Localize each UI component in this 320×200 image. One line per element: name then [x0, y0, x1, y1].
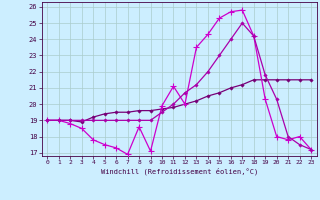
X-axis label: Windchill (Refroidissement éolien,°C): Windchill (Refroidissement éolien,°C) [100, 168, 258, 175]
